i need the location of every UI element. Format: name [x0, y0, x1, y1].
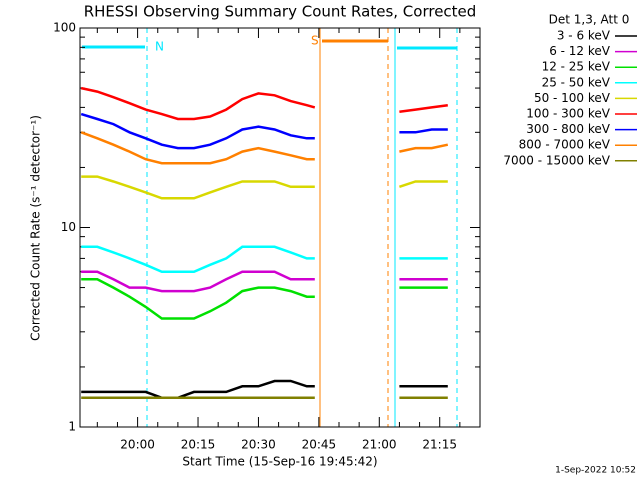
legend-label: 100 - 300 keV: [526, 107, 610, 121]
legend-label: 300 - 800 keV: [526, 122, 610, 136]
y-tick-label: 100: [53, 21, 76, 35]
legend-label: 50 - 100 keV: [534, 91, 611, 105]
legend-label: 12 - 25 keV: [542, 60, 611, 74]
legend-label: 800 - 7000 keV: [519, 138, 611, 152]
x-tick-label: 20:45: [302, 438, 337, 452]
series-line: [81, 175, 448, 200]
legend-label: 25 - 50 keV: [542, 75, 611, 89]
x-tick-label: 20:30: [241, 438, 276, 452]
x-tick-label: 20:15: [181, 438, 216, 452]
night-label: N: [155, 40, 164, 54]
y-tick-label: 10: [61, 220, 76, 234]
legend-label: 7000 - 15000 keV: [503, 153, 610, 167]
x-tick-label: 21:15: [422, 438, 457, 452]
x-tick-label: 20:00: [120, 438, 155, 452]
series-line: [80, 112, 448, 150]
legend-label: 3 - 6 keV: [557, 29, 611, 43]
x-tick-label: 21:00: [362, 438, 397, 452]
series-line: [80, 131, 449, 165]
legend-label: 6 - 12 keV: [549, 44, 611, 58]
y-axis-label: Corrected Count Rate (s⁻¹ detector⁻¹): [29, 115, 43, 341]
series-line: [80, 86, 448, 121]
saa-label: S: [311, 34, 319, 48]
series-line: [81, 278, 448, 320]
legend-title: Det 1,3, Att 0: [549, 13, 630, 27]
footer: 1-Sep-2022 10:52: [555, 466, 636, 476]
series-line: [81, 245, 448, 274]
series-line: [81, 379, 448, 400]
chart-title: RHESSI Observing Summary Count Rates, Co…: [84, 3, 477, 21]
y-tick-label: 1: [68, 420, 76, 434]
series-line: [81, 270, 448, 293]
x-axis-label: Start Time (15-Sep-16 19:45:42): [182, 455, 377, 469]
